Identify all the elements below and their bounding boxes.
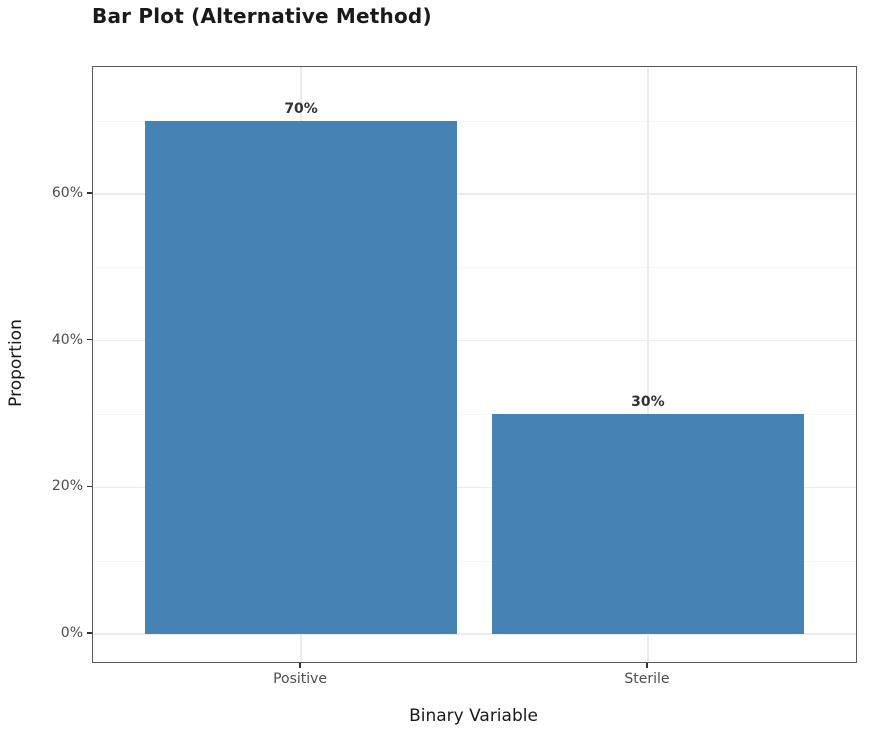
- y-tick-mark: [87, 338, 92, 341]
- x-axis-title: Binary Variable: [409, 706, 538, 726]
- chart-title: Bar Plot (Alternative Method): [92, 4, 432, 28]
- gridline-major: [93, 193, 856, 195]
- gridline-major: [93, 486, 856, 489]
- gridline-major: [93, 633, 856, 635]
- gridline-minor: [93, 560, 856, 562]
- gridline-minor: [93, 267, 856, 269]
- y-tick-label: 0%: [60, 625, 83, 642]
- y-tick-label: 60%: [51, 184, 83, 201]
- y-tick-mark: [87, 632, 92, 634]
- y-tick-label: 40%: [51, 331, 83, 348]
- gridline-minor: [93, 120, 856, 122]
- y-tick-mark: [87, 192, 92, 194]
- x-tick-mark: [299, 662, 301, 668]
- x-tick-mark: [646, 662, 648, 668]
- x-tick-label: Sterile: [624, 671, 670, 687]
- plot-panel: 70% 30%: [92, 66, 857, 663]
- y-tick-mark: [87, 485, 92, 488]
- bar: [491, 414, 804, 635]
- gridline-minor: [93, 414, 856, 416]
- gridline-vertical: [647, 67, 649, 662]
- gridline-major: [93, 339, 856, 342]
- bar: [145, 120, 458, 635]
- bar-value-label: 70%: [284, 100, 318, 117]
- bar-value-label: 30%: [631, 394, 665, 411]
- y-tick-label: 20%: [51, 478, 83, 495]
- x-tick-label: Positive: [273, 671, 328, 687]
